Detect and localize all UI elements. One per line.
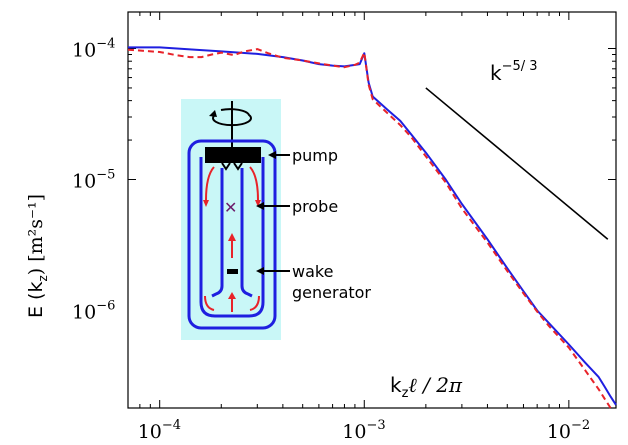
- pump-blades: [221, 162, 243, 171]
- pump-label: pump: [292, 146, 338, 165]
- x-label-k: k: [390, 373, 402, 397]
- y-label-e: E (k: [25, 282, 47, 318]
- series-layer: [127, 46, 617, 409]
- y-axis-label: E (kz) [m²s⁻¹]: [25, 194, 50, 318]
- inner-column: [211, 168, 253, 298]
- y-tick-label: 10−5: [72, 167, 115, 192]
- flow-arrow-right: [249, 166, 259, 201]
- probe-pointer-head: [256, 202, 264, 210]
- wake-pointer-head: [256, 267, 264, 275]
- reference-slope-line: [425, 87, 609, 240]
- x-tick-label: 10−3: [342, 418, 385, 443]
- rotation-arrowhead-icon: [209, 110, 217, 117]
- reference-slope-label: k−5/ 3: [490, 59, 538, 85]
- wake-generator-block: [227, 269, 238, 274]
- probe-icon: ✕: [224, 198, 237, 217]
- x-label-rest: ℓ / 2π: [408, 373, 463, 397]
- x-axis-label: kzℓ / 2π: [390, 373, 463, 401]
- series-line-2: [127, 48, 612, 409]
- inner-channel: [199, 157, 265, 318]
- wake-label-line1: wake: [292, 262, 333, 281]
- y-label-rest: ) [m²s⁻¹]: [25, 194, 47, 275]
- pump-pointer-head: [268, 151, 276, 159]
- x-tick-label: 10−4: [138, 418, 181, 443]
- flow-arrowhead-center: [228, 233, 236, 241]
- tick-labels: 10−4 10−3 10−2 10−4 10−5 10−6: [72, 37, 590, 443]
- ref-exp: −5/ 3: [502, 59, 538, 74]
- plot-frame: [127, 11, 617, 409]
- y-tick-label: 10−6: [72, 298, 115, 323]
- probe-label: probe: [292, 197, 338, 216]
- setup-inset: ✕ pump probe wake generator: [181, 99, 371, 340]
- y-tick-label: 10−4: [72, 37, 115, 62]
- wake-label-line2: generator: [292, 283, 371, 302]
- pump-block: [205, 147, 261, 163]
- y-label-sub: z: [36, 275, 50, 281]
- flow-arrow-bottom-left: [204, 295, 215, 311]
- outer-tank: [187, 139, 277, 330]
- x-tick-label: 10−2: [547, 418, 590, 443]
- x-label-sub: z: [402, 386, 409, 401]
- rotation-arrow-icon: [212, 108, 252, 127]
- ref-k: k: [490, 61, 502, 85]
- flow-arrowhead-left: [203, 200, 209, 207]
- flow-arrowhead-bottom: [228, 292, 236, 299]
- flow-arrowhead-right: [255, 200, 261, 207]
- flow-arrow-left: [205, 166, 215, 201]
- axis-ticks: [127, 12, 616, 408]
- flow-arrow-bottom-right: [249, 295, 260, 311]
